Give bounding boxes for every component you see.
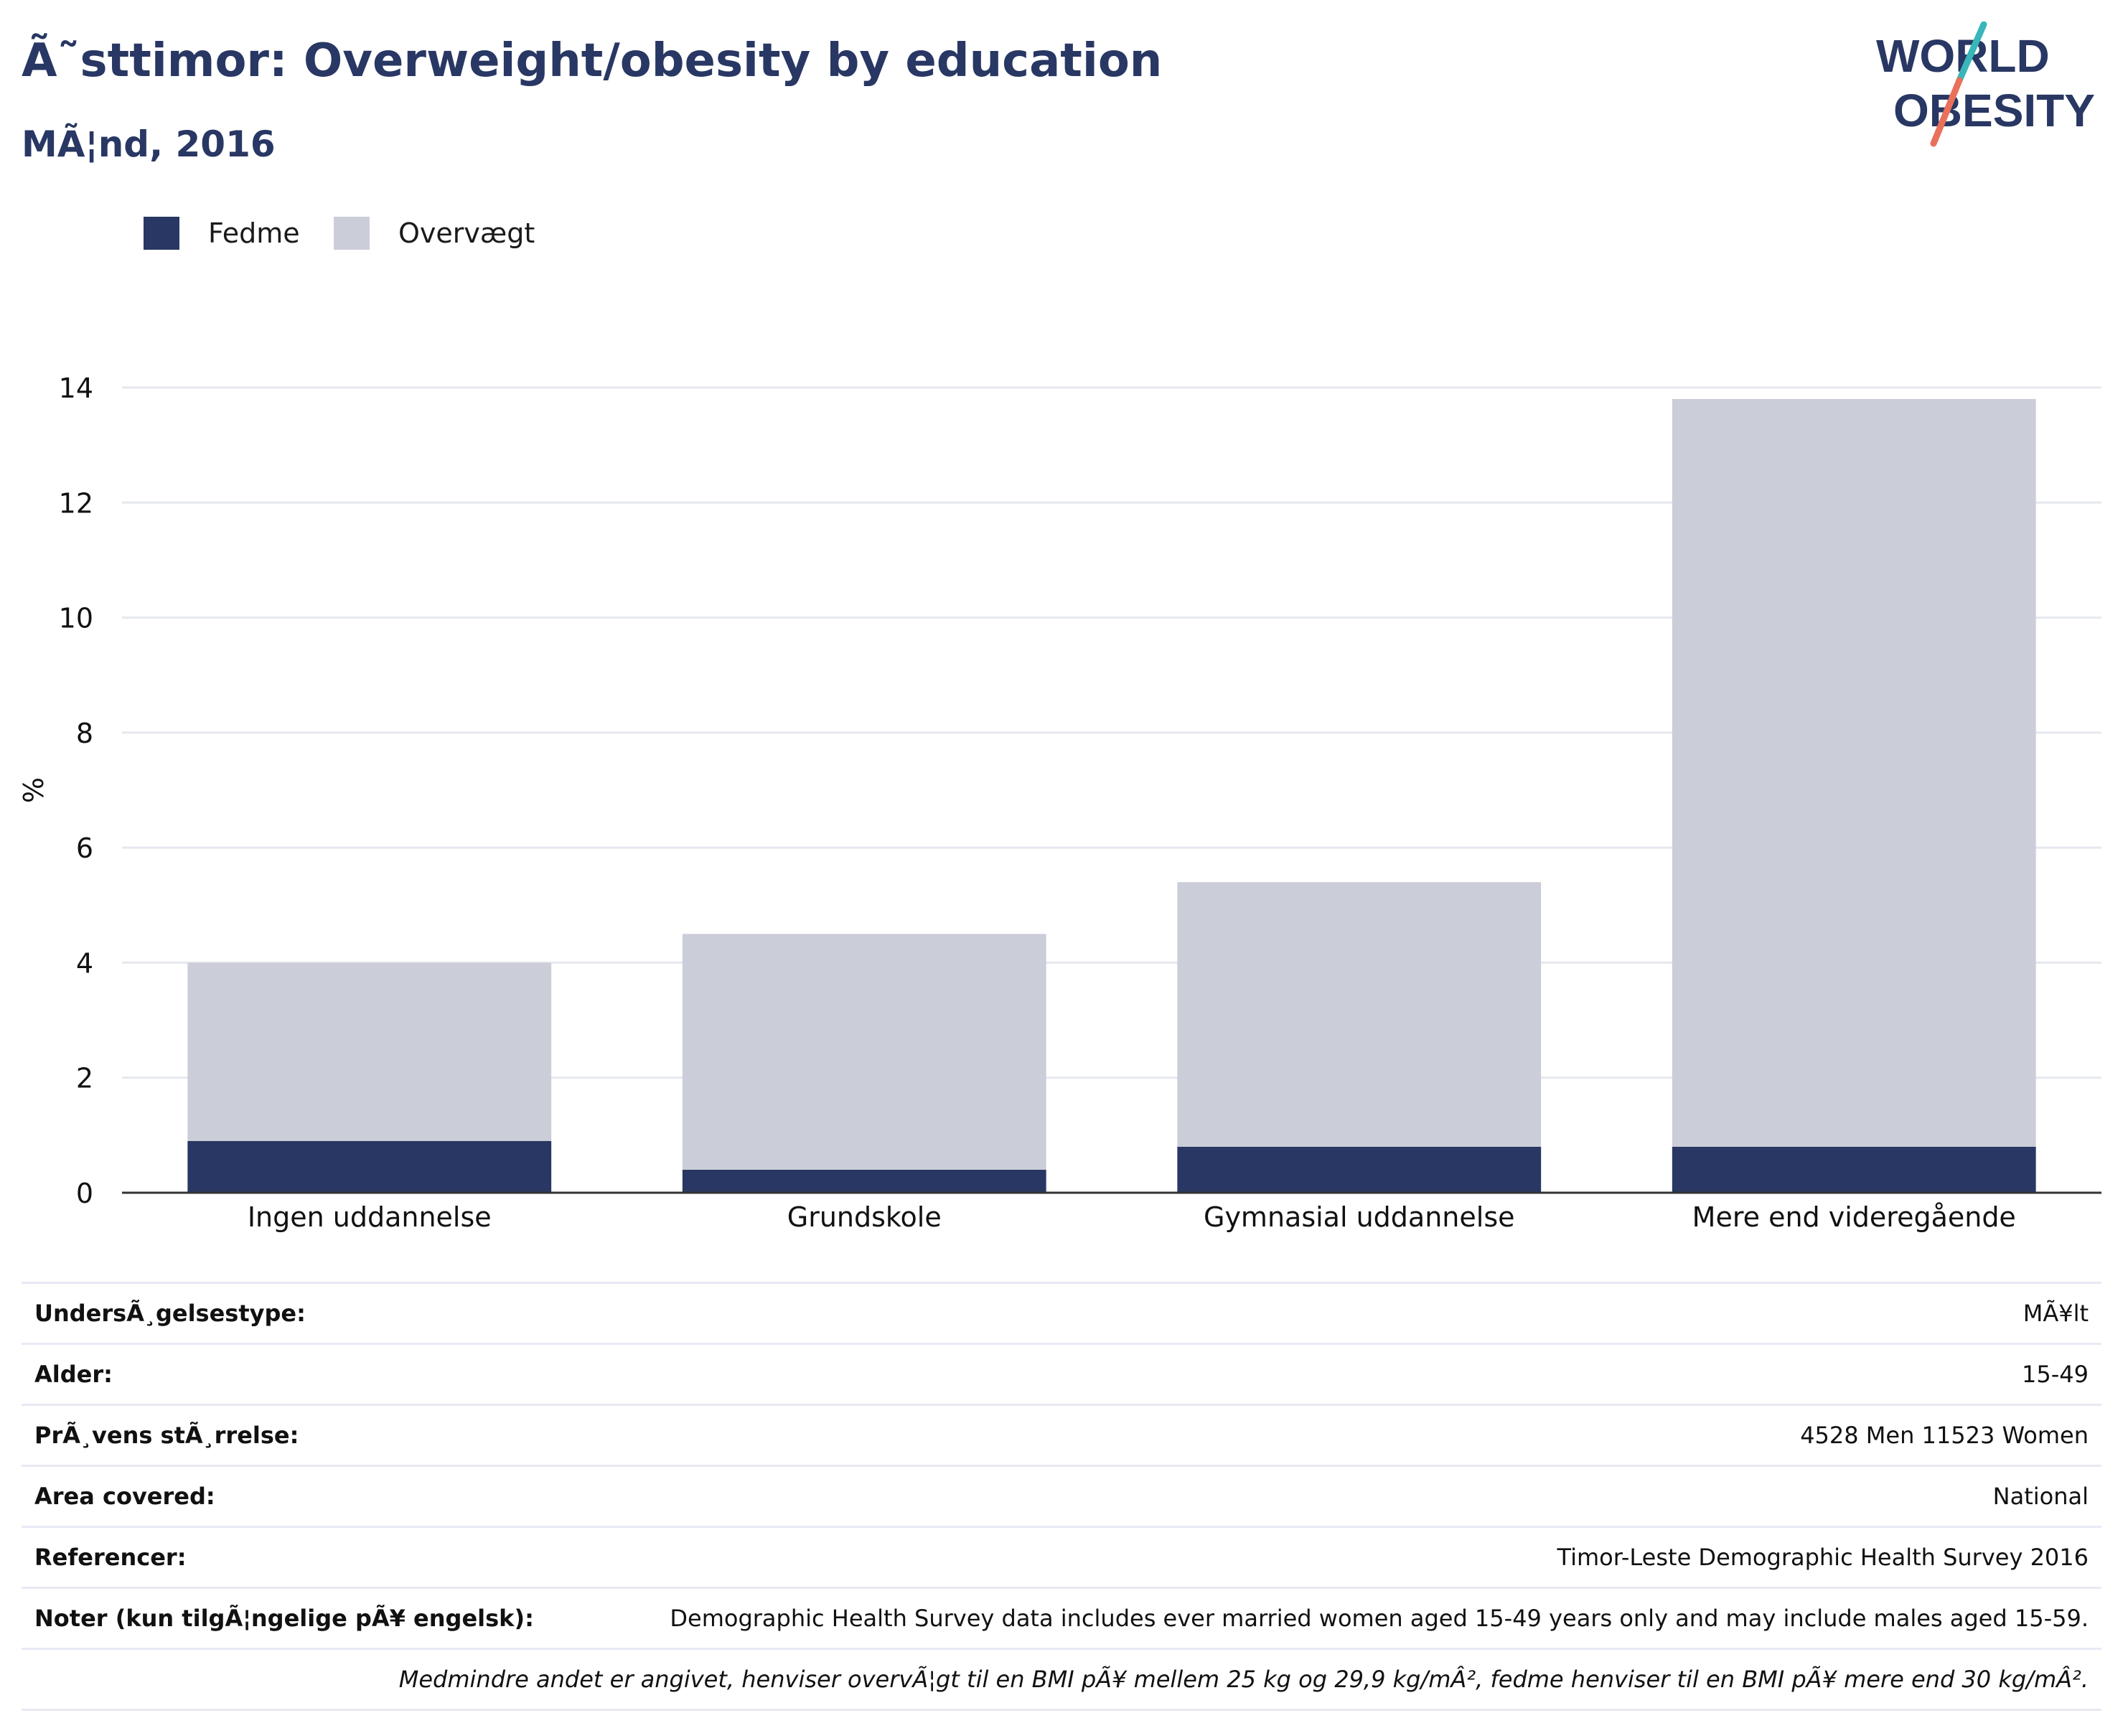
info-key: Referencer: [34,1544,187,1571]
x-tick-label: Mere end videregående [1692,1201,2016,1233]
info-row-references: Referencer: Timor-Leste Demographic Heal… [22,1526,2101,1587]
info-value: 15-49 [2022,1361,2089,1388]
legend-swatch-overvaegt [334,217,370,250]
x-tick-labels: Ingen uddannelse Grundskole Gymnasial udda… [248,1201,2016,1233]
legend-item-fedme: Fedme [144,215,300,251]
info-key: PrÃ¸vens stÃ¸rrelse: [34,1422,299,1449]
legend-label-fedme: Fedme [208,217,300,249]
bar-fedme [1672,1146,2036,1193]
info-key: Area covered: [34,1483,215,1510]
footnote-row: Medmindre andet er angivet, henviser ove… [22,1648,2101,1711]
legend-swatch-fedme [144,217,179,250]
y-axis-label: % [18,777,50,803]
y-tick-label: 0 [76,1178,93,1209]
y-tick-labels: 0 2 4 6 8 10 12 14 [59,372,93,1209]
info-row-area: Area covered: National [22,1465,2101,1526]
chart-title: Ã˜sttimor: Overweight/obesity by educati… [22,34,1163,88]
bar-overvaegt [682,934,1046,1170]
bar-chart: 0 2 4 6 8 10 12 14 Ingen uddannelse Grundskole Gy… [18,372,2101,1233]
x-tick-label: Ingen uddannelse [248,1201,492,1233]
info-value: Timor-Leste Demographic Health Survey 20… [1557,1544,2089,1571]
chart-subtitle: MÃ¦nd, 2016 [22,123,276,165]
legend-item-overvaegt: Overvægt [334,215,535,251]
legend-label-overvaegt: Overvægt [398,217,535,249]
world-obesity-logo: WORLD OBESITY [1876,22,2095,147]
x-tick-label: Gymnasial uddannelse [1204,1201,1515,1233]
bar-overvaegt [187,962,552,1141]
info-value: 4528 Men 11523 Women [1800,1422,2089,1449]
bar-fedme [1177,1146,1542,1193]
bars [187,399,2036,1193]
y-tick-label: 2 [76,1063,93,1094]
y-tick-label: 6 [76,832,93,864]
logo-line2: OBESITY [1893,85,2095,136]
y-tick-label: 8 [76,718,93,749]
info-row-survey-type: UndersÃ¸gelsestype: MÃ¥lt [22,1282,2101,1343]
info-row-age: Alder: 15-49 [22,1343,2101,1404]
info-value: Demographic Health Survey data includes … [670,1605,2089,1632]
info-table: UndersÃ¸gelsestype: MÃ¥lt Alder: 15-49 P… [22,1282,2101,1711]
bar-overvaegt [1177,882,1542,1147]
info-key: Alder: [34,1361,113,1388]
y-tick-label: 12 [59,487,93,519]
y-tick-label: 10 [59,603,93,634]
bar-fedme [682,1169,1046,1193]
bar-fedme [187,1140,552,1193]
info-key: Noter (kun tilgÃ¦ngelige pÃ¥ engelsk): [34,1605,534,1632]
info-key: UndersÃ¸gelsestype: [34,1300,306,1327]
x-tick-label: Grundskole [787,1201,942,1233]
bar-overvaegt [1672,399,2036,1147]
footnote: Medmindre andet er angivet, henviser ove… [398,1666,2089,1693]
y-tick-label: 14 [59,372,93,404]
info-row-notes: Noter (kun tilgÃ¦ngelige pÃ¥ engelsk): D… [22,1587,2101,1648]
info-value: National [1992,1483,2089,1510]
info-row-sample-size: PrÃ¸vens stÃ¸rrelse: 4528 Men 11523 Wome… [22,1404,2101,1465]
info-value: MÃ¥lt [2023,1300,2089,1327]
y-tick-label: 4 [76,947,93,979]
